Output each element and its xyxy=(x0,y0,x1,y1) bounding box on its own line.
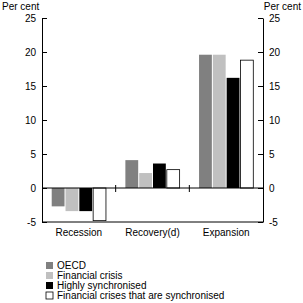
bar xyxy=(139,173,152,188)
tick-mark xyxy=(258,120,263,121)
legend-swatch xyxy=(46,292,53,299)
tick-mark xyxy=(42,154,47,155)
tick: 10 xyxy=(258,115,281,126)
tick-label: -5 xyxy=(269,217,278,228)
tick-mark xyxy=(258,188,263,189)
tick-label: 5 xyxy=(269,149,275,160)
group-separator xyxy=(189,185,190,192)
bar xyxy=(52,188,65,206)
y2-axis: -5 0 5 10 15 20 25 xyxy=(258,13,281,228)
axis-line xyxy=(263,19,264,223)
tick: 0 xyxy=(258,183,275,194)
category-label: Recession xyxy=(55,227,102,238)
bar xyxy=(240,60,253,188)
tick: 20 xyxy=(258,47,281,58)
tick: 5 xyxy=(30,149,47,160)
y-axis: -5 0 5 10 15 20 25 xyxy=(25,13,47,228)
tick-label: 25 xyxy=(269,13,281,24)
bar xyxy=(153,164,166,188)
tick-label: -5 xyxy=(27,217,36,228)
tick: -5 xyxy=(258,217,278,228)
tick-label: 0 xyxy=(30,183,36,194)
tick-label: 0 xyxy=(269,183,275,194)
bar xyxy=(66,188,79,211)
legend-swatch xyxy=(46,272,53,279)
tick-label: 15 xyxy=(269,81,281,92)
tick-mark xyxy=(42,52,47,53)
bar xyxy=(79,188,92,211)
tick: 25 xyxy=(258,13,281,24)
tick-label: 10 xyxy=(269,115,281,126)
bar xyxy=(93,188,106,221)
tick-mark xyxy=(42,188,47,189)
legend-swatch xyxy=(46,262,53,269)
tick: 0 xyxy=(30,183,47,194)
tick-mark xyxy=(42,18,47,19)
legend-label: Financial crises that are synchronised xyxy=(57,290,224,301)
bar xyxy=(125,160,138,188)
tick-mark xyxy=(258,18,263,19)
bar xyxy=(199,55,212,188)
y2-axis-label: Per cent xyxy=(264,1,301,12)
bar xyxy=(227,78,240,188)
tick-label: 5 xyxy=(30,149,36,160)
y-axis-label: Per cent xyxy=(2,1,39,12)
category-label: Recovery(d) xyxy=(125,227,179,238)
tick-mark xyxy=(258,222,263,223)
tick-label: 10 xyxy=(25,115,37,126)
tick-mark xyxy=(258,154,263,155)
tick: 10 xyxy=(25,115,47,126)
tick-label: 20 xyxy=(269,47,281,58)
tick-mark xyxy=(42,120,47,121)
legend-swatch xyxy=(46,282,53,289)
zero-line xyxy=(42,188,263,189)
tick-mark xyxy=(42,222,47,223)
tick: 15 xyxy=(258,81,281,92)
bar xyxy=(167,170,180,188)
tick: 5 xyxy=(258,149,275,160)
group-separator xyxy=(115,185,116,192)
tick-mark xyxy=(258,86,263,87)
frame-bottom xyxy=(42,222,263,223)
legend: OECDFinancial crisisHighly synchronisedF… xyxy=(46,260,224,301)
tick-label: 25 xyxy=(25,13,37,24)
tick-label: 20 xyxy=(25,47,37,58)
tick-mark xyxy=(42,86,47,87)
tick: 15 xyxy=(25,81,47,92)
tick-mark xyxy=(258,52,263,53)
tick: 20 xyxy=(25,47,47,58)
tick: -5 xyxy=(27,217,47,228)
bars xyxy=(52,55,254,221)
bar xyxy=(213,55,226,188)
tick-label: 15 xyxy=(25,81,37,92)
category-label: Expansion xyxy=(203,227,250,238)
chart: -50510152025-50510152025Per centPer cent… xyxy=(0,0,303,303)
tick: 25 xyxy=(25,13,47,24)
